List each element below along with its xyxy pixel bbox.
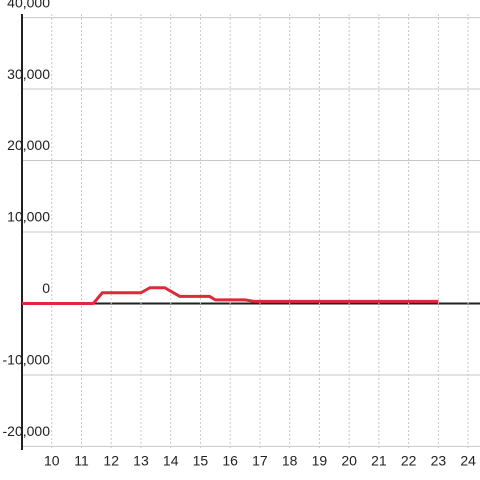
x-tick-label: 22 [401,453,417,469]
x-tick-label: 19 [312,453,328,469]
x-tick-label: 21 [371,453,387,469]
x-tick-label: 23 [431,453,447,469]
y-tick-label: 10,000 [7,209,50,225]
x-tick-label: 20 [341,453,357,469]
x-tick-label: 16 [222,453,238,469]
y-tick-label: 40,000 [7,0,50,10]
x-tick-label: 24 [460,453,476,469]
y-tick-label: -10,000 [3,352,51,368]
line [22,286,439,305]
y-tick-label: 30,000 [7,66,50,82]
x-tick-label: 17 [252,453,268,469]
y-tick-label: -20,000 [3,423,51,439]
y-tick-label: 0 [42,280,50,296]
x-tick-label: 14 [163,453,179,469]
x-tick-label: 18 [282,453,298,469]
y-tick-label: 20,000 [7,137,50,153]
x-tick-label: 11 [74,453,89,469]
x-tick-label: 10 [44,453,60,469]
x-tick-label: 12 [103,453,119,469]
x-tick-label: 13 [133,453,149,469]
x-tick-label: 15 [193,453,209,469]
